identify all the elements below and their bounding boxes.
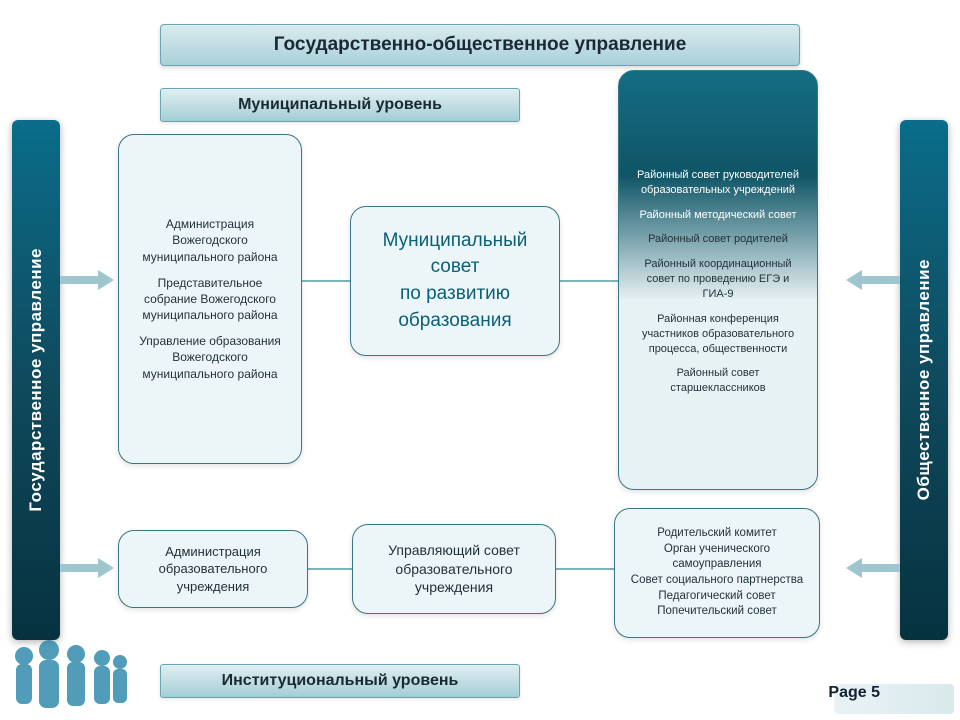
rt-g3: Районный совет родителей xyxy=(631,232,805,247)
connector-top-left xyxy=(300,280,350,282)
central-l2: совет xyxy=(363,254,547,281)
rt-g1: Районный совет руководителей образовател… xyxy=(631,168,805,198)
connector-bottom-right xyxy=(556,568,614,570)
central-l4: образования xyxy=(363,308,547,335)
connector-top-right xyxy=(560,280,618,282)
rt-g4: Районный координационный совет по провед… xyxy=(631,257,805,302)
people-silhouette-icon xyxy=(4,636,134,716)
admin-g3: Управление образования Вожегодского муни… xyxy=(131,333,289,382)
page-number: Page 5 xyxy=(828,684,880,702)
diagram-title: Государственно-общественное управление xyxy=(160,24,800,66)
box-admin-ou: Администрация образовательного учреждени… xyxy=(118,530,308,608)
rb-l5: Попечительский совет xyxy=(627,604,807,620)
rb-l2: Орган ученического самоуправления xyxy=(627,542,807,573)
right-vbar-label: Общественное управление xyxy=(914,259,934,500)
level-municipal-bar: Муниципальный уровень xyxy=(160,88,520,122)
rt-g5: Районная конференция участников образова… xyxy=(631,312,805,357)
rt-g2: Районный методический совет xyxy=(631,208,805,223)
rb-l1: Родительский комитет xyxy=(627,526,807,542)
rb-l4: Педагогический совет xyxy=(627,589,807,605)
central-l3: по развитию xyxy=(363,281,547,308)
admin-g1: Администрация Вожегодского муниципальног… xyxy=(131,216,289,265)
left-vertical-bar: Государственное управление xyxy=(12,120,60,640)
box-administration: Администрация Вожегодского муниципальног… xyxy=(118,134,302,464)
box-governing-council-ou: Управляющий совет образовательного учреж… xyxy=(352,524,556,614)
right-vertical-bar: Общественное управление xyxy=(900,120,948,640)
level-institutional-bar: Институциональный уровень xyxy=(160,664,520,698)
admin-g2: Представительное собрание Вожегодского м… xyxy=(131,275,289,324)
box-district-councils: Районный совет руководителей образовател… xyxy=(618,70,818,490)
rb-l3: Совет социального партнерства xyxy=(627,573,807,589)
box-right-bottom: Родительский комитет Орган ученического … xyxy=(614,508,820,638)
rt-g6: Районный совет старшеклассников xyxy=(631,366,805,396)
left-vbar-label: Государственное управление xyxy=(26,248,46,512)
central-l1: Муниципальный xyxy=(363,228,547,255)
box-central-council: Муниципальный совет по развитию образова… xyxy=(350,206,560,356)
connector-bottom-left xyxy=(308,568,352,570)
